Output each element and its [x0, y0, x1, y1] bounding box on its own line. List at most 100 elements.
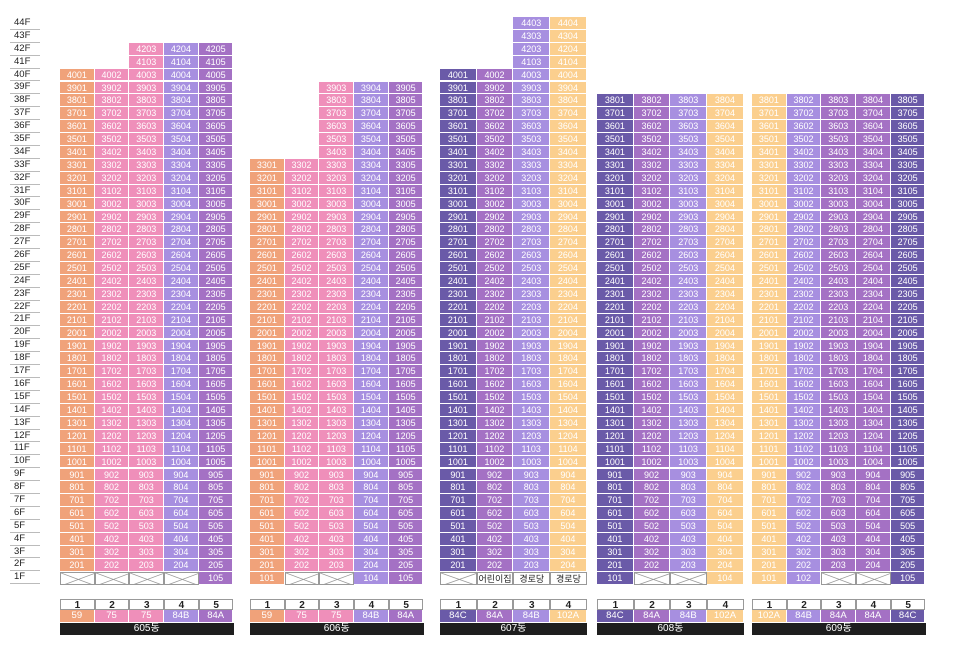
unit-cell[interactable]: 203: [129, 558, 165, 572]
unit-cell[interactable]: 1701: [597, 365, 634, 379]
unit-cell[interactable]: 303: [821, 545, 857, 559]
unit-cell[interactable]: 2401: [250, 275, 285, 288]
unit-cell[interactable]: 1004: [550, 455, 587, 469]
unit-cell[interactable]: 403: [670, 533, 708, 546]
unit-cell[interactable]: 3201: [597, 171, 634, 185]
unit-cell[interactable]: 405: [388, 533, 424, 546]
unit-cell[interactable]: 2101: [597, 313, 634, 327]
unit-cell[interactable]: 1501: [752, 391, 787, 404]
unit-cell[interactable]: 2304: [164, 287, 199, 301]
unit-cell[interactable]: 3004: [856, 197, 891, 211]
unit-cell[interactable]: 1204: [856, 429, 891, 443]
unit-cell[interactable]: 2003: [129, 326, 165, 340]
unit-cell[interactable]: 1905: [890, 339, 926, 353]
unit-cell[interactable]: 2801: [60, 223, 95, 237]
unit-cell[interactable]: 3102: [476, 184, 514, 198]
unit-cell[interactable]: 1704: [164, 365, 199, 379]
unit-cell[interactable]: 1301: [440, 416, 477, 430]
unit-cell[interactable]: 203: [513, 558, 551, 572]
unit-cell[interactable]: 904: [856, 468, 891, 482]
unit-cell[interactable]: 1504: [164, 391, 199, 404]
unit-cell[interactable]: 2004: [164, 326, 199, 340]
unit-cell[interactable]: 802: [284, 481, 320, 495]
unit-cell[interactable]: 1904: [164, 339, 199, 353]
unit-cell[interactable]: 3604: [164, 120, 199, 134]
unit-cell[interactable]: 2904: [856, 210, 891, 224]
unit-cell[interactable]: 3704: [550, 107, 587, 121]
unit-cell[interactable]: 3604: [856, 120, 891, 134]
unit-cell[interactable]: 1605: [890, 378, 926, 392]
unit-cell[interactable]: 4404: [550, 17, 587, 30]
unit-cell[interactable]: 804: [164, 481, 199, 495]
unit-cell[interactable]: 3802: [94, 94, 130, 108]
unit-cell[interactable]: 101: [597, 571, 634, 585]
unit-cell[interactable]: 302: [633, 545, 671, 559]
unit-cell[interactable]: 603: [513, 507, 551, 521]
unit-cell[interactable]: 1805: [198, 352, 234, 366]
unit-cell[interactable]: 1802: [476, 352, 514, 366]
unit-cell[interactable]: 1404: [856, 404, 891, 417]
unit-cell[interactable]: 1202: [284, 429, 320, 443]
unit-cell[interactable]: 3301: [250, 158, 285, 172]
unit-cell[interactable]: 2002: [633, 326, 671, 340]
unit-cell[interactable]: 2303: [319, 287, 355, 301]
unit-cell[interactable]: 1902: [786, 339, 822, 353]
unit-cell[interactable]: 1904: [856, 339, 891, 353]
unit-cell[interactable]: 3702: [786, 107, 822, 121]
unit-cell[interactable]: 1102: [476, 442, 514, 456]
unit-cell[interactable]: 402: [94, 533, 130, 546]
unit-cell[interactable]: 3103: [513, 184, 551, 198]
unit-cell[interactable]: 4403: [513, 17, 551, 30]
unit-cell[interactable]: 3302: [284, 158, 320, 172]
unit-cell[interactable]: 2704: [354, 236, 389, 250]
unit-cell[interactable]: 202: [476, 558, 514, 572]
unit-cell[interactable]: 905: [198, 468, 234, 482]
unit-cell[interactable]: 1302: [94, 416, 130, 430]
unit-cell[interactable]: 2303: [129, 287, 165, 301]
unit-cell[interactable]: 1104: [164, 442, 199, 456]
unit-cell[interactable]: 703: [129, 494, 165, 508]
unit-cell[interactable]: 1302: [633, 416, 671, 430]
unit-cell[interactable]: 3401: [440, 146, 477, 159]
unit-cell[interactable]: 3404: [856, 146, 891, 159]
unit-cell[interactable]: 2402: [476, 275, 514, 288]
unit-cell[interactable]: 1802: [284, 352, 320, 366]
unit-cell[interactable]: 3103: [319, 184, 355, 198]
unit-cell[interactable]: 2302: [786, 287, 822, 301]
unit-cell[interactable]: 1903: [670, 339, 708, 353]
unit-cell[interactable]: 1405: [388, 404, 424, 417]
unit-cell[interactable]: 2001: [597, 326, 634, 340]
unit-cell[interactable]: 1501: [440, 391, 477, 404]
unit-cell[interactable]: 3001: [752, 197, 787, 211]
unit-cell[interactable]: 1304: [164, 416, 199, 430]
unit-cell[interactable]: 3601: [440, 120, 477, 134]
unit-cell[interactable]: 3602: [633, 120, 671, 134]
unit-cell[interactable]: 2102: [476, 313, 514, 327]
unit-cell[interactable]: 702: [284, 494, 320, 508]
unit-cell[interactable]: 205: [198, 558, 234, 572]
unit-cell[interactable]: 1302: [786, 416, 822, 430]
unit-cell[interactable]: 1004: [164, 455, 199, 469]
unit-cell[interactable]: 701: [440, 494, 477, 508]
unit-cell[interactable]: 2104: [856, 313, 891, 327]
unit-cell[interactable]: 3603: [670, 120, 708, 134]
unit-cell[interactable]: 3302: [633, 158, 671, 172]
unit-cell[interactable]: 1402: [94, 404, 130, 417]
unit-cell[interactable]: 3103: [129, 184, 165, 198]
unit-cell[interactable]: 505: [198, 520, 234, 533]
unit-cell[interactable]: 304: [856, 545, 891, 559]
unit-cell[interactable]: 1303: [513, 416, 551, 430]
unit-cell[interactable]: 302: [786, 545, 822, 559]
unit-cell[interactable]: 3801: [60, 94, 95, 108]
unit-cell[interactable]: 1301: [60, 416, 95, 430]
unit-cell[interactable]: 1904: [354, 339, 389, 353]
unit-cell[interactable]: 2501: [597, 262, 634, 275]
unit-cell[interactable]: 2001: [752, 326, 787, 340]
unit-cell[interactable]: 2501: [440, 262, 477, 275]
unit-cell[interactable]: 2501: [752, 262, 787, 275]
unit-cell[interactable]: 1401: [440, 404, 477, 417]
unit-cell[interactable]: 2002: [786, 326, 822, 340]
unit-cell[interactable]: 2802: [476, 223, 514, 237]
unit-cell[interactable]: 801: [250, 481, 285, 495]
unit-cell[interactable]: 203: [821, 558, 857, 572]
